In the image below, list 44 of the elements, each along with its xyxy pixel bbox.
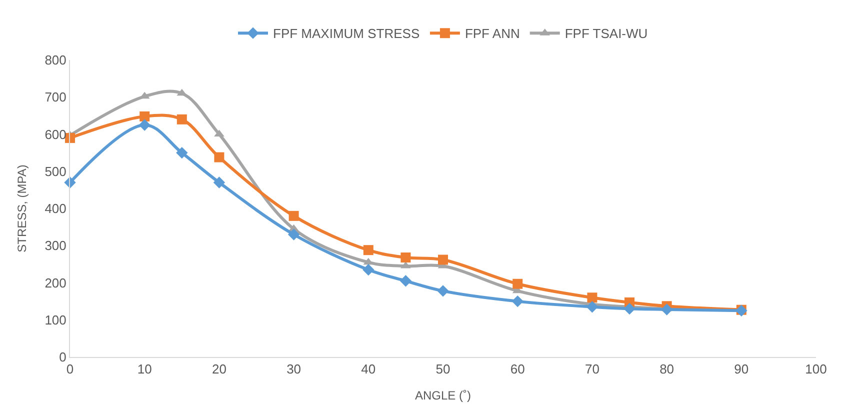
point <box>512 278 523 289</box>
point <box>362 264 374 276</box>
point <box>437 285 449 297</box>
x-tick-label: 100 <box>805 362 827 377</box>
x-tick-label: 80 <box>660 362 674 377</box>
point <box>176 146 188 159</box>
y-axis-title: STRESS, (MPA) <box>14 164 29 252</box>
y-tick-label: 100 <box>44 312 66 328</box>
x-axis-title: ANGLE (˚) <box>414 388 472 402</box>
point <box>288 210 299 221</box>
point <box>363 245 374 256</box>
y-tick-label: 800 <box>44 52 66 68</box>
point <box>400 275 412 287</box>
y-tick-label: 700 <box>44 90 66 105</box>
point <box>587 292 598 303</box>
point <box>400 252 411 263</box>
y-tick-label: 500 <box>44 164 66 179</box>
legend-label: FPF MAXIMUM STRESS <box>273 26 420 42</box>
point <box>288 228 300 240</box>
y-tick-label: 400 <box>44 201 66 216</box>
point <box>624 302 636 315</box>
point <box>140 111 150 122</box>
x-tick-label: 90 <box>734 362 749 377</box>
legend-label: FPF TSAI-WU <box>564 26 648 42</box>
y-tick-label: 300 <box>44 238 66 254</box>
point <box>512 295 524 308</box>
point <box>213 176 226 188</box>
y-tick-label: 600 <box>44 126 66 142</box>
x-tick-label: 40 <box>361 362 376 377</box>
x-tick-label: 30 <box>286 362 302 377</box>
x-tick-label: 20 <box>212 362 226 377</box>
x-tick-label: 50 <box>436 362 450 377</box>
point <box>586 301 598 313</box>
point <box>176 114 187 124</box>
x-tick-label: 70 <box>584 362 600 377</box>
x-tick-label: 60 <box>510 362 525 377</box>
x-tick-label: 10 <box>137 362 152 377</box>
point <box>438 254 448 265</box>
point <box>138 119 150 131</box>
point <box>214 152 224 162</box>
point <box>660 304 673 316</box>
legend-label: FPF ANN <box>464 26 520 42</box>
y-tick-label: 0 <box>59 350 66 365</box>
y-tick-label: 200 <box>44 275 66 290</box>
